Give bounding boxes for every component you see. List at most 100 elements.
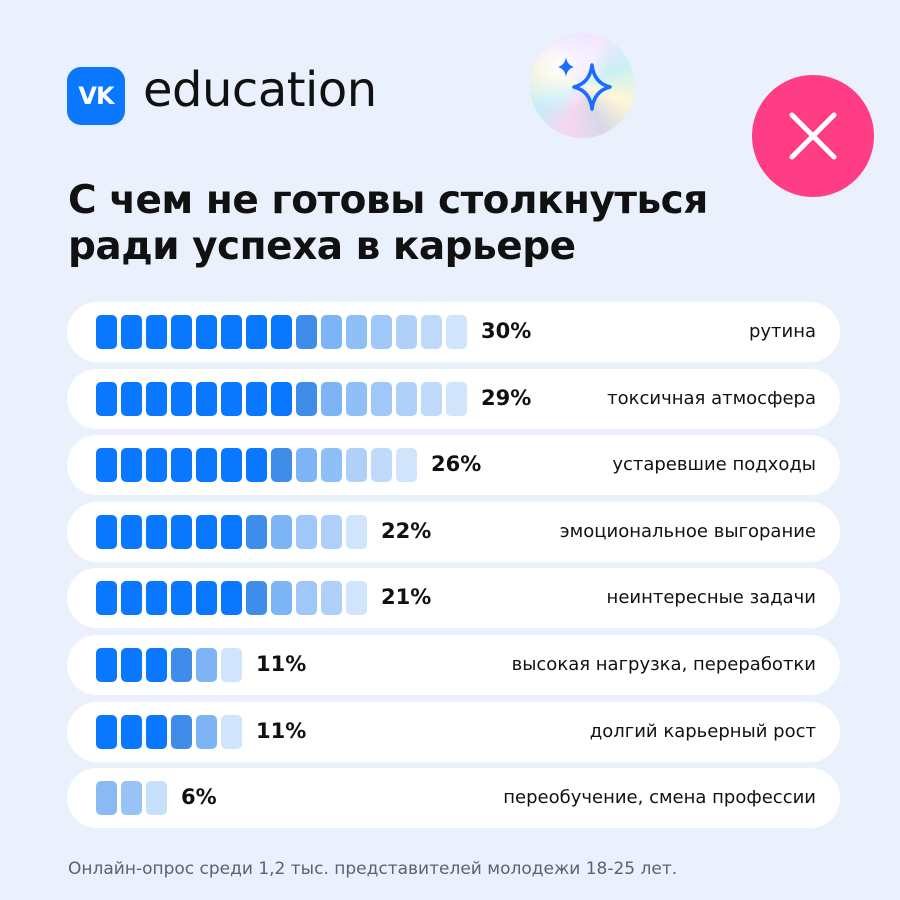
bar-segment (296, 448, 317, 483)
bar-segment (196, 581, 217, 616)
bar-segment (96, 648, 117, 682)
bar-segment (296, 381, 317, 416)
footnote: Онлайн-опрос среди 1,2 тыс. представител… (68, 859, 678, 879)
category-label: неинтересные задачи (606, 587, 816, 609)
bar-segment (296, 514, 317, 549)
chart-row: 11% высокая нагрузка, переработки (67, 635, 840, 695)
bar-segment (346, 514, 367, 549)
value-label: 26% (431, 452, 482, 477)
category-label: токсичная атмосфера (607, 387, 816, 409)
logo-text: education (143, 62, 377, 118)
bar-segment (121, 315, 142, 349)
bar-segment (96, 315, 117, 349)
bar-segment (396, 381, 417, 416)
bar-segment (221, 448, 242, 483)
chart-row: 6% переобучение, смена профессии (67, 768, 840, 829)
bar-segment (146, 714, 167, 749)
bar-segment (321, 581, 342, 616)
bar-segment (171, 648, 192, 682)
bar-segment (196, 514, 217, 549)
bar-segment (371, 315, 392, 349)
bar-segment (121, 381, 142, 416)
bar-segment (396, 315, 417, 349)
bar-segments (96, 581, 367, 616)
bar-segment (171, 714, 192, 749)
bar-segment (196, 315, 217, 349)
sparkle-icon (530, 33, 635, 138)
bar-segment (221, 381, 242, 416)
bar-segment (271, 514, 292, 549)
bar-segment (446, 381, 467, 416)
title-line-2: ради успеха в карьере (68, 224, 576, 269)
category-label: долгий карьерный рост (589, 720, 816, 742)
close-icon (752, 75, 874, 197)
chart-row: 29% токсичная атмосфера (67, 368, 840, 429)
bar-segment (271, 315, 292, 349)
bar-segment (346, 315, 367, 349)
bar-segment (321, 448, 342, 483)
bar-segments (96, 381, 467, 416)
bar-segment (121, 448, 142, 483)
bar-segment (221, 581, 242, 616)
bar-segment (121, 514, 142, 549)
value-label: 6% (181, 785, 217, 810)
chart-row: 26% устаревшие подходы (67, 435, 840, 496)
page-title: С чем не готовы столкнуться ради успеха … (68, 178, 808, 270)
chart-row: 21% неинтересные задачи (67, 568, 840, 629)
bar-segment (196, 381, 217, 416)
bar-segments (96, 648, 242, 682)
bar-segment (221, 514, 242, 549)
bar-segment (446, 315, 467, 349)
chart-row: 11% долгий карьерный рост (67, 701, 840, 762)
value-label: 22% (381, 518, 432, 543)
bar-segment (146, 648, 167, 682)
bar-segment (321, 315, 342, 349)
bar-segment (96, 781, 117, 816)
bar-segment (421, 381, 442, 416)
bar-segment (296, 581, 317, 616)
bar-segment (96, 714, 117, 749)
bar-segment (271, 448, 292, 483)
bar-segment (346, 448, 367, 483)
chart-row: 30% рутина (67, 302, 840, 362)
bar-segment (271, 581, 292, 616)
category-label: высокая нагрузка, переработки (511, 654, 816, 675)
bar-segments (96, 781, 167, 816)
bar-segment (121, 714, 142, 749)
value-label: 11% (256, 718, 307, 743)
bar-segment (221, 648, 242, 682)
bar-segment (196, 648, 217, 682)
bar-segment (146, 315, 167, 349)
category-label: устаревшие подходы (612, 454, 816, 476)
bar-segment (146, 448, 167, 483)
category-label: эмоциональное выгорание (559, 520, 816, 542)
bar-segment (196, 448, 217, 483)
bar-segment (96, 514, 117, 549)
bar-segment (346, 581, 367, 616)
bar-segment (396, 448, 417, 483)
bar-segment (346, 381, 367, 416)
bar-segments (96, 514, 367, 549)
bar-segment (121, 581, 142, 616)
bar-segment (246, 514, 267, 549)
bar-segment (371, 381, 392, 416)
bar-segment (146, 781, 167, 816)
bar-segments (96, 714, 242, 749)
bar-segment (96, 581, 117, 616)
bar-segment (146, 514, 167, 549)
category-label: рутина (748, 321, 816, 342)
bar-segment (371, 448, 392, 483)
title-line-1: С чем не готовы столкнуться (68, 178, 708, 223)
bar-segment (171, 381, 192, 416)
bar-segment (171, 448, 192, 483)
bar-segment (146, 581, 167, 616)
bar-segments (96, 315, 467, 349)
bar-segment (271, 381, 292, 416)
bar-segment (221, 714, 242, 749)
bar-segment (171, 514, 192, 549)
bar-segment (246, 581, 267, 616)
bar-segment (421, 315, 442, 349)
category-label: переобучение, смена профессии (503, 787, 816, 809)
bar-segment (121, 781, 142, 816)
chart-row: 22% эмоциональное выгорание (67, 501, 840, 562)
